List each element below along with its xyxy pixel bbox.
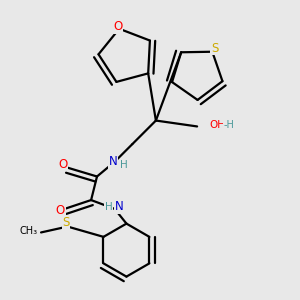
- Text: N: N: [115, 200, 124, 213]
- Text: S: S: [62, 216, 70, 229]
- Text: N: N: [109, 155, 118, 168]
- Text: CH₃: CH₃: [20, 226, 38, 236]
- Text: O: O: [56, 204, 65, 217]
- Text: O: O: [113, 20, 122, 33]
- Text: -H: -H: [224, 120, 235, 130]
- Text: O: O: [58, 158, 68, 171]
- Text: H: H: [105, 202, 113, 212]
- Text: H: H: [120, 160, 128, 170]
- Text: OH: OH: [209, 120, 225, 130]
- Text: S: S: [211, 42, 218, 55]
